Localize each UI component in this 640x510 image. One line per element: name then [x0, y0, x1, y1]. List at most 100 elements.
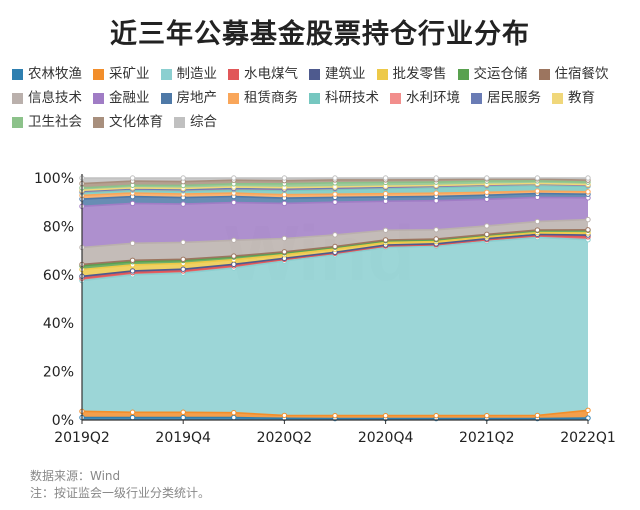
y-tick-label: 80% — [43, 219, 74, 235]
series-point — [129, 175, 136, 181]
y-tick-label: 0% — [52, 413, 74, 429]
x-tick-label: 2020Q4 — [358, 430, 414, 446]
legend-item: 居民服务 — [471, 88, 541, 108]
series-point — [180, 256, 186, 263]
series-point — [585, 407, 591, 414]
area-chart: Wind0%20%40%60%80%100%2019Q22019Q42020Q2… — [34, 171, 616, 446]
series-point — [534, 175, 541, 181]
legend-swatch — [93, 68, 104, 80]
legend-label: 科研技术 — [325, 90, 379, 106]
x-tick-label: 2020Q2 — [257, 430, 313, 446]
legend-swatch — [160, 68, 172, 80]
legend-swatch — [12, 92, 23, 104]
legend-label: 卫生社会 — [28, 114, 82, 130]
series-point — [433, 198, 439, 204]
series-point — [281, 175, 288, 181]
series-point — [585, 216, 591, 223]
chart-footer: 数据来源：Wind 注：按证监会一级行业分类统计。 — [30, 468, 210, 502]
legend-label: 制造业 — [176, 66, 218, 82]
series-point — [484, 189, 490, 195]
legend-swatch — [309, 68, 320, 80]
series-point — [180, 266, 186, 272]
legend-item: 信息技术 — [12, 88, 82, 108]
series-point — [382, 227, 389, 233]
series-point — [231, 237, 237, 243]
area-series — [82, 197, 588, 248]
legend-swatch — [12, 116, 23, 128]
chart-legend: 农林牧渔 采矿业 制造业 水电煤气 建筑业 批发零售 交运仓储 住宿餐饮 信息技术 金融业 房地产 租… — [12, 64, 632, 132]
legend-swatch — [93, 116, 104, 128]
legend-item: 水利环境 — [390, 88, 460, 108]
series-point — [281, 191, 288, 198]
legend-item: 制造业 — [160, 64, 218, 84]
series-point — [180, 414, 186, 421]
series-point — [382, 175, 389, 181]
legend-label: 采矿业 — [109, 66, 150, 82]
legend-item: 科研技术 — [309, 88, 379, 108]
series-point — [585, 227, 591, 233]
legend-swatch — [160, 92, 172, 104]
x-tick-label: 2022Q1 — [560, 430, 616, 446]
series-point — [484, 175, 490, 181]
series-point — [433, 236, 439, 242]
series-point — [484, 231, 490, 238]
series-point — [231, 414, 237, 421]
legend-swatch — [538, 68, 550, 80]
series-point — [231, 199, 237, 206]
legend-swatch — [471, 92, 482, 104]
area-series — [82, 219, 588, 265]
series-point — [180, 409, 186, 415]
legend-swatch — [228, 68, 239, 80]
series-point — [281, 412, 288, 419]
series-point — [332, 175, 338, 181]
legend-swatch — [309, 92, 320, 104]
legend-label: 批发零售 — [392, 66, 447, 82]
series-point — [180, 201, 186, 207]
legend-label: 住宿餐饮 — [554, 66, 609, 82]
legend-label: 水利环境 — [406, 90, 460, 106]
legend-item: 教育 — [552, 88, 595, 108]
legend-label: 农林牧渔 — [28, 66, 82, 82]
series-point — [534, 412, 541, 419]
legend-label: 建筑业 — [325, 66, 366, 82]
series-point — [231, 410, 237, 416]
legend-item: 农林牧渔 — [12, 64, 82, 84]
x-tick-label: 2019Q2 — [54, 430, 110, 446]
series-point — [534, 188, 541, 194]
series-point — [585, 175, 591, 181]
series-point — [484, 223, 490, 229]
y-tick-label: 40% — [43, 316, 74, 332]
series-point — [180, 239, 186, 246]
series-point — [281, 249, 288, 255]
legend-item: 综合 — [174, 112, 217, 132]
series-point — [382, 191, 389, 197]
series-point — [585, 189, 591, 195]
series-point — [433, 412, 439, 419]
legend-item: 批发零售 — [376, 64, 447, 84]
area-series — [82, 237, 588, 416]
legend-label: 水电煤气 — [244, 66, 298, 82]
legend-item: 金融业 — [93, 88, 150, 108]
series-point — [332, 191, 338, 197]
legend-item: 租赁商务 — [228, 88, 298, 108]
legend-label: 综合 — [190, 114, 217, 130]
legend-swatch — [390, 92, 401, 104]
series-point — [484, 412, 490, 419]
legend-item: 采矿业 — [93, 64, 150, 84]
legend-label: 教育 — [568, 90, 595, 106]
legend-swatch — [12, 68, 23, 80]
area-series — [82, 232, 588, 277]
series-point — [129, 257, 136, 263]
legend-item: 水电煤气 — [228, 64, 298, 84]
series-point — [534, 218, 541, 225]
series-point — [382, 198, 389, 204]
series-point — [129, 268, 136, 274]
x-tick-label: 2019Q4 — [155, 430, 211, 446]
legend-label: 文化体育 — [109, 114, 163, 130]
series-point — [281, 200, 288, 207]
y-tick-label: 100% — [34, 171, 74, 187]
series-point — [129, 414, 136, 421]
legend-swatch — [228, 92, 239, 104]
legend-item: 房地产 — [160, 88, 217, 108]
chart-title: 近三年公募基金股票持仓行业分布 — [110, 19, 530, 50]
